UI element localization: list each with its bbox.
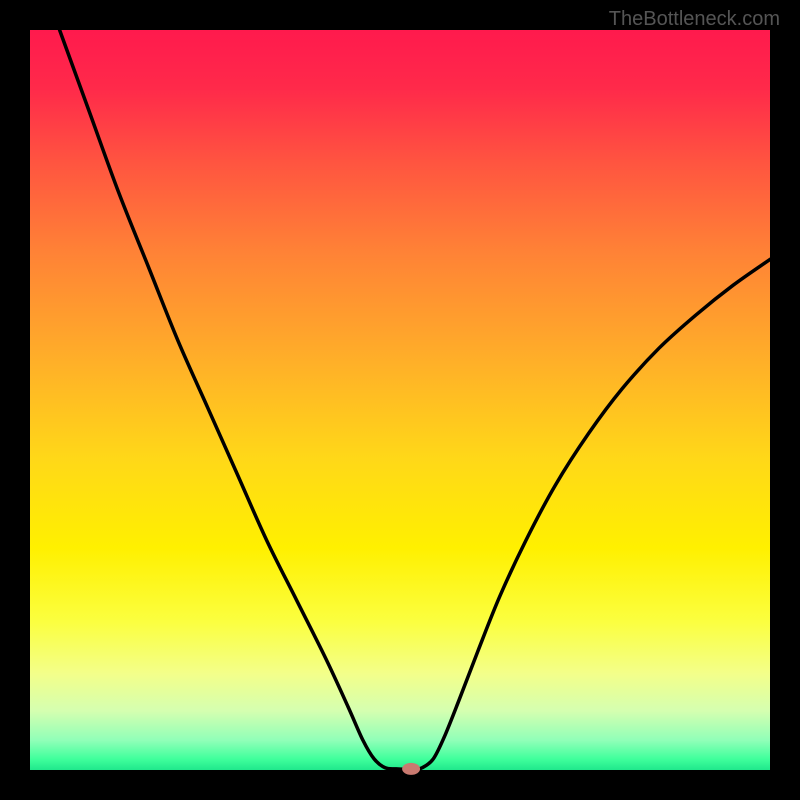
optimum-marker [402, 763, 420, 775]
plot-background [30, 30, 770, 770]
bottleneck-chart [0, 0, 800, 800]
watermark-text: TheBottleneck.com [609, 8, 780, 31]
